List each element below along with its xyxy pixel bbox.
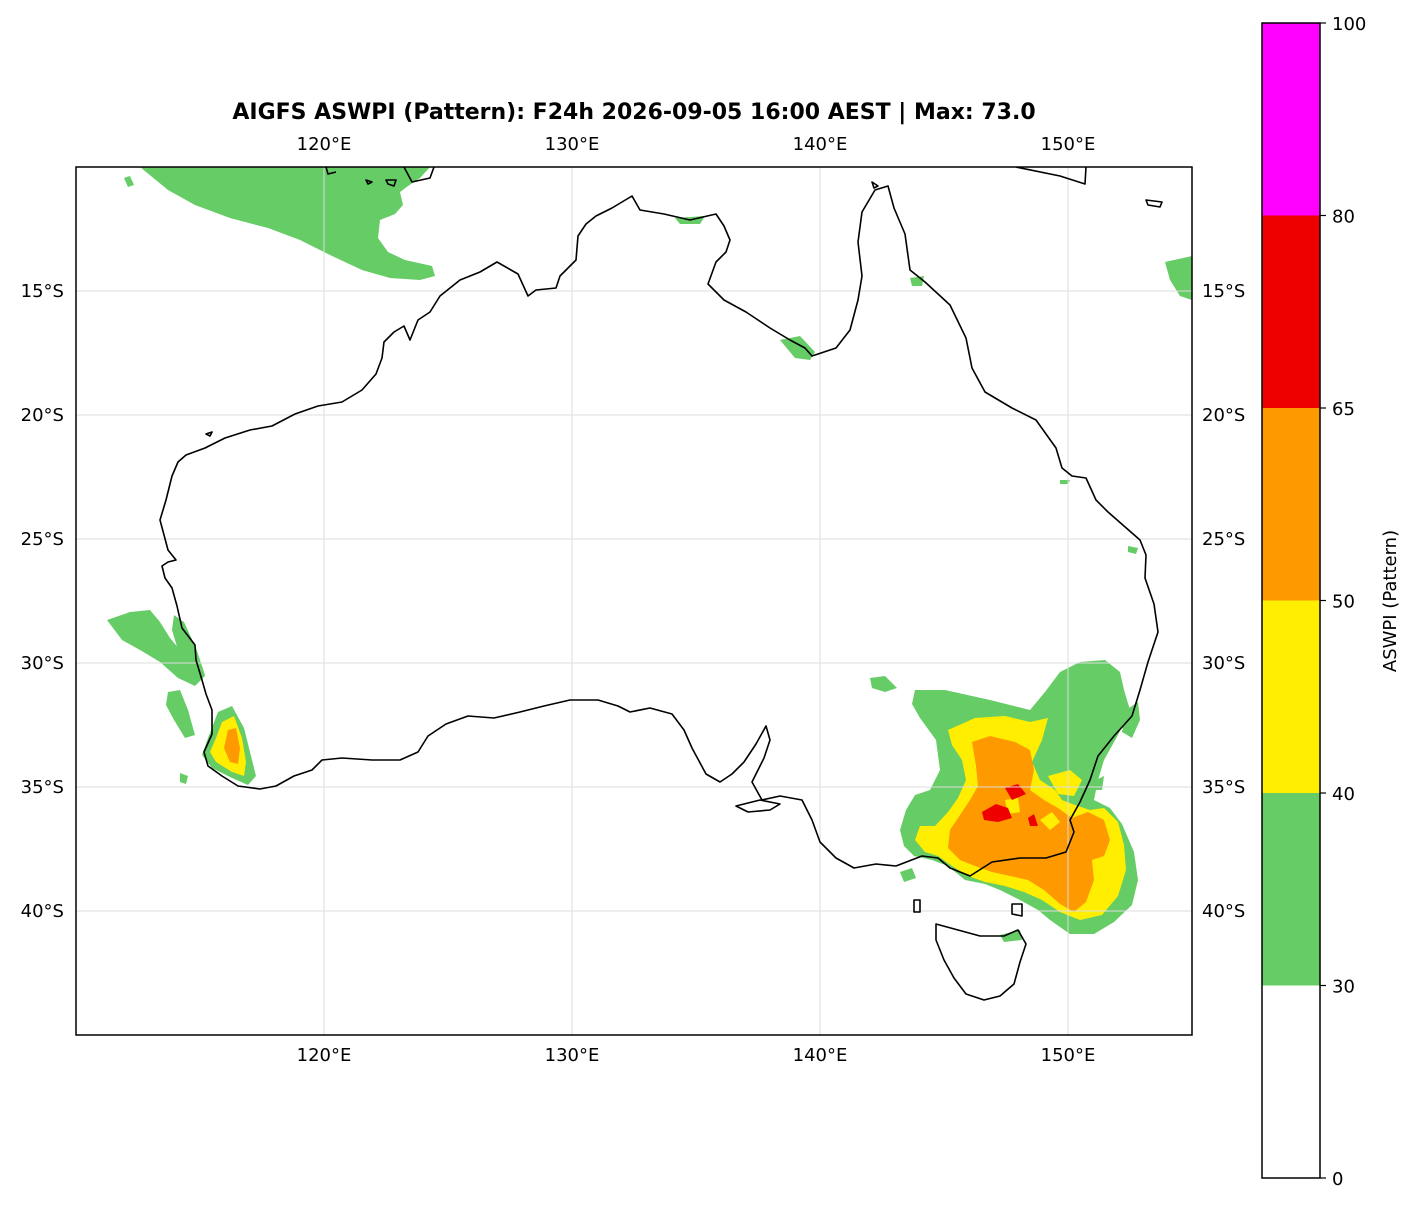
- colorbar-tick-label: 0: [1332, 1169, 1343, 1190]
- tasmania: [935, 923, 1027, 1001]
- lat-ticks-left: 15°S 20°S 25°S 30°S 35°S 40°S: [21, 281, 64, 922]
- colorbar-segment: [1262, 600, 1320, 793]
- tick-label: 30°S: [1202, 653, 1245, 674]
- tick-label: 25°S: [21, 529, 64, 550]
- colorbar-tick-label: 100: [1332, 14, 1366, 35]
- chart-title: AIGFS ASWPI (Pattern): F24h 2026-09-05 1…: [232, 100, 1036, 125]
- colorbar-tick-label: 80: [1332, 207, 1355, 228]
- australia-mainland: [159, 185, 1159, 877]
- map-background: [76, 167, 1192, 1035]
- tick-label: 120°E: [297, 134, 352, 155]
- colorbar-segment: [1262, 793, 1320, 986]
- colorbar-segment: [1262, 215, 1320, 408]
- tick-label: 140°E: [793, 134, 848, 155]
- tick-label: 150°E: [1041, 1045, 1096, 1066]
- tick-label: 130°E: [545, 134, 600, 155]
- field-sw-wa: [107, 610, 205, 686]
- colorbar-tick-label: 50: [1332, 592, 1355, 613]
- tick-label: 40°S: [21, 901, 64, 922]
- colorbar-segment: [1262, 985, 1320, 1178]
- aswpi-field: [107, 167, 1192, 942]
- coastline: [159, 167, 1163, 1001]
- colorbar-segment: [1262, 408, 1320, 601]
- tick-label: 150°E: [1041, 134, 1096, 155]
- tick-label: 35°S: [1202, 777, 1245, 798]
- lon-ticks-bottom: 120°E 130°E 140°E 150°E: [297, 1045, 1096, 1066]
- tick-label: 30°S: [21, 653, 64, 674]
- colorbar-tick-label: 30: [1332, 977, 1355, 998]
- tick-label: 20°S: [1202, 405, 1245, 426]
- colorbar-tick-label: 40: [1332, 784, 1355, 805]
- lat-ticks-right: 15°S 20°S 25°S 30°S 35°S 40°S: [1202, 281, 1245, 922]
- colorbar-label: ASWPI (Pattern): [1380, 530, 1401, 672]
- colorbar-segment: [1262, 23, 1320, 216]
- map-frame: [75, 166, 1193, 1036]
- tick-label: 15°S: [21, 281, 64, 302]
- field-gulf: [780, 336, 815, 360]
- tick-label: 35°S: [21, 777, 64, 798]
- lon-ticks-top: 120°E 130°E 140°E 150°E: [297, 134, 1096, 155]
- tick-label: 130°E: [545, 1045, 600, 1066]
- tick-label: 40°S: [1202, 901, 1245, 922]
- tick-label: 15°S: [1202, 281, 1245, 302]
- field-southeast: [870, 676, 897, 692]
- field-timor-sea: [140, 167, 435, 280]
- tick-label: 140°E: [793, 1045, 848, 1066]
- colorbar-tick-label: 65: [1332, 399, 1355, 420]
- tick-label: 120°E: [297, 1045, 352, 1066]
- tick-label: 20°S: [21, 405, 64, 426]
- colorbar: 0 30 40 50 65 80 100: [1261, 14, 1366, 1190]
- gridlines: [76, 167, 1192, 1035]
- tick-label: 25°S: [1202, 529, 1245, 550]
